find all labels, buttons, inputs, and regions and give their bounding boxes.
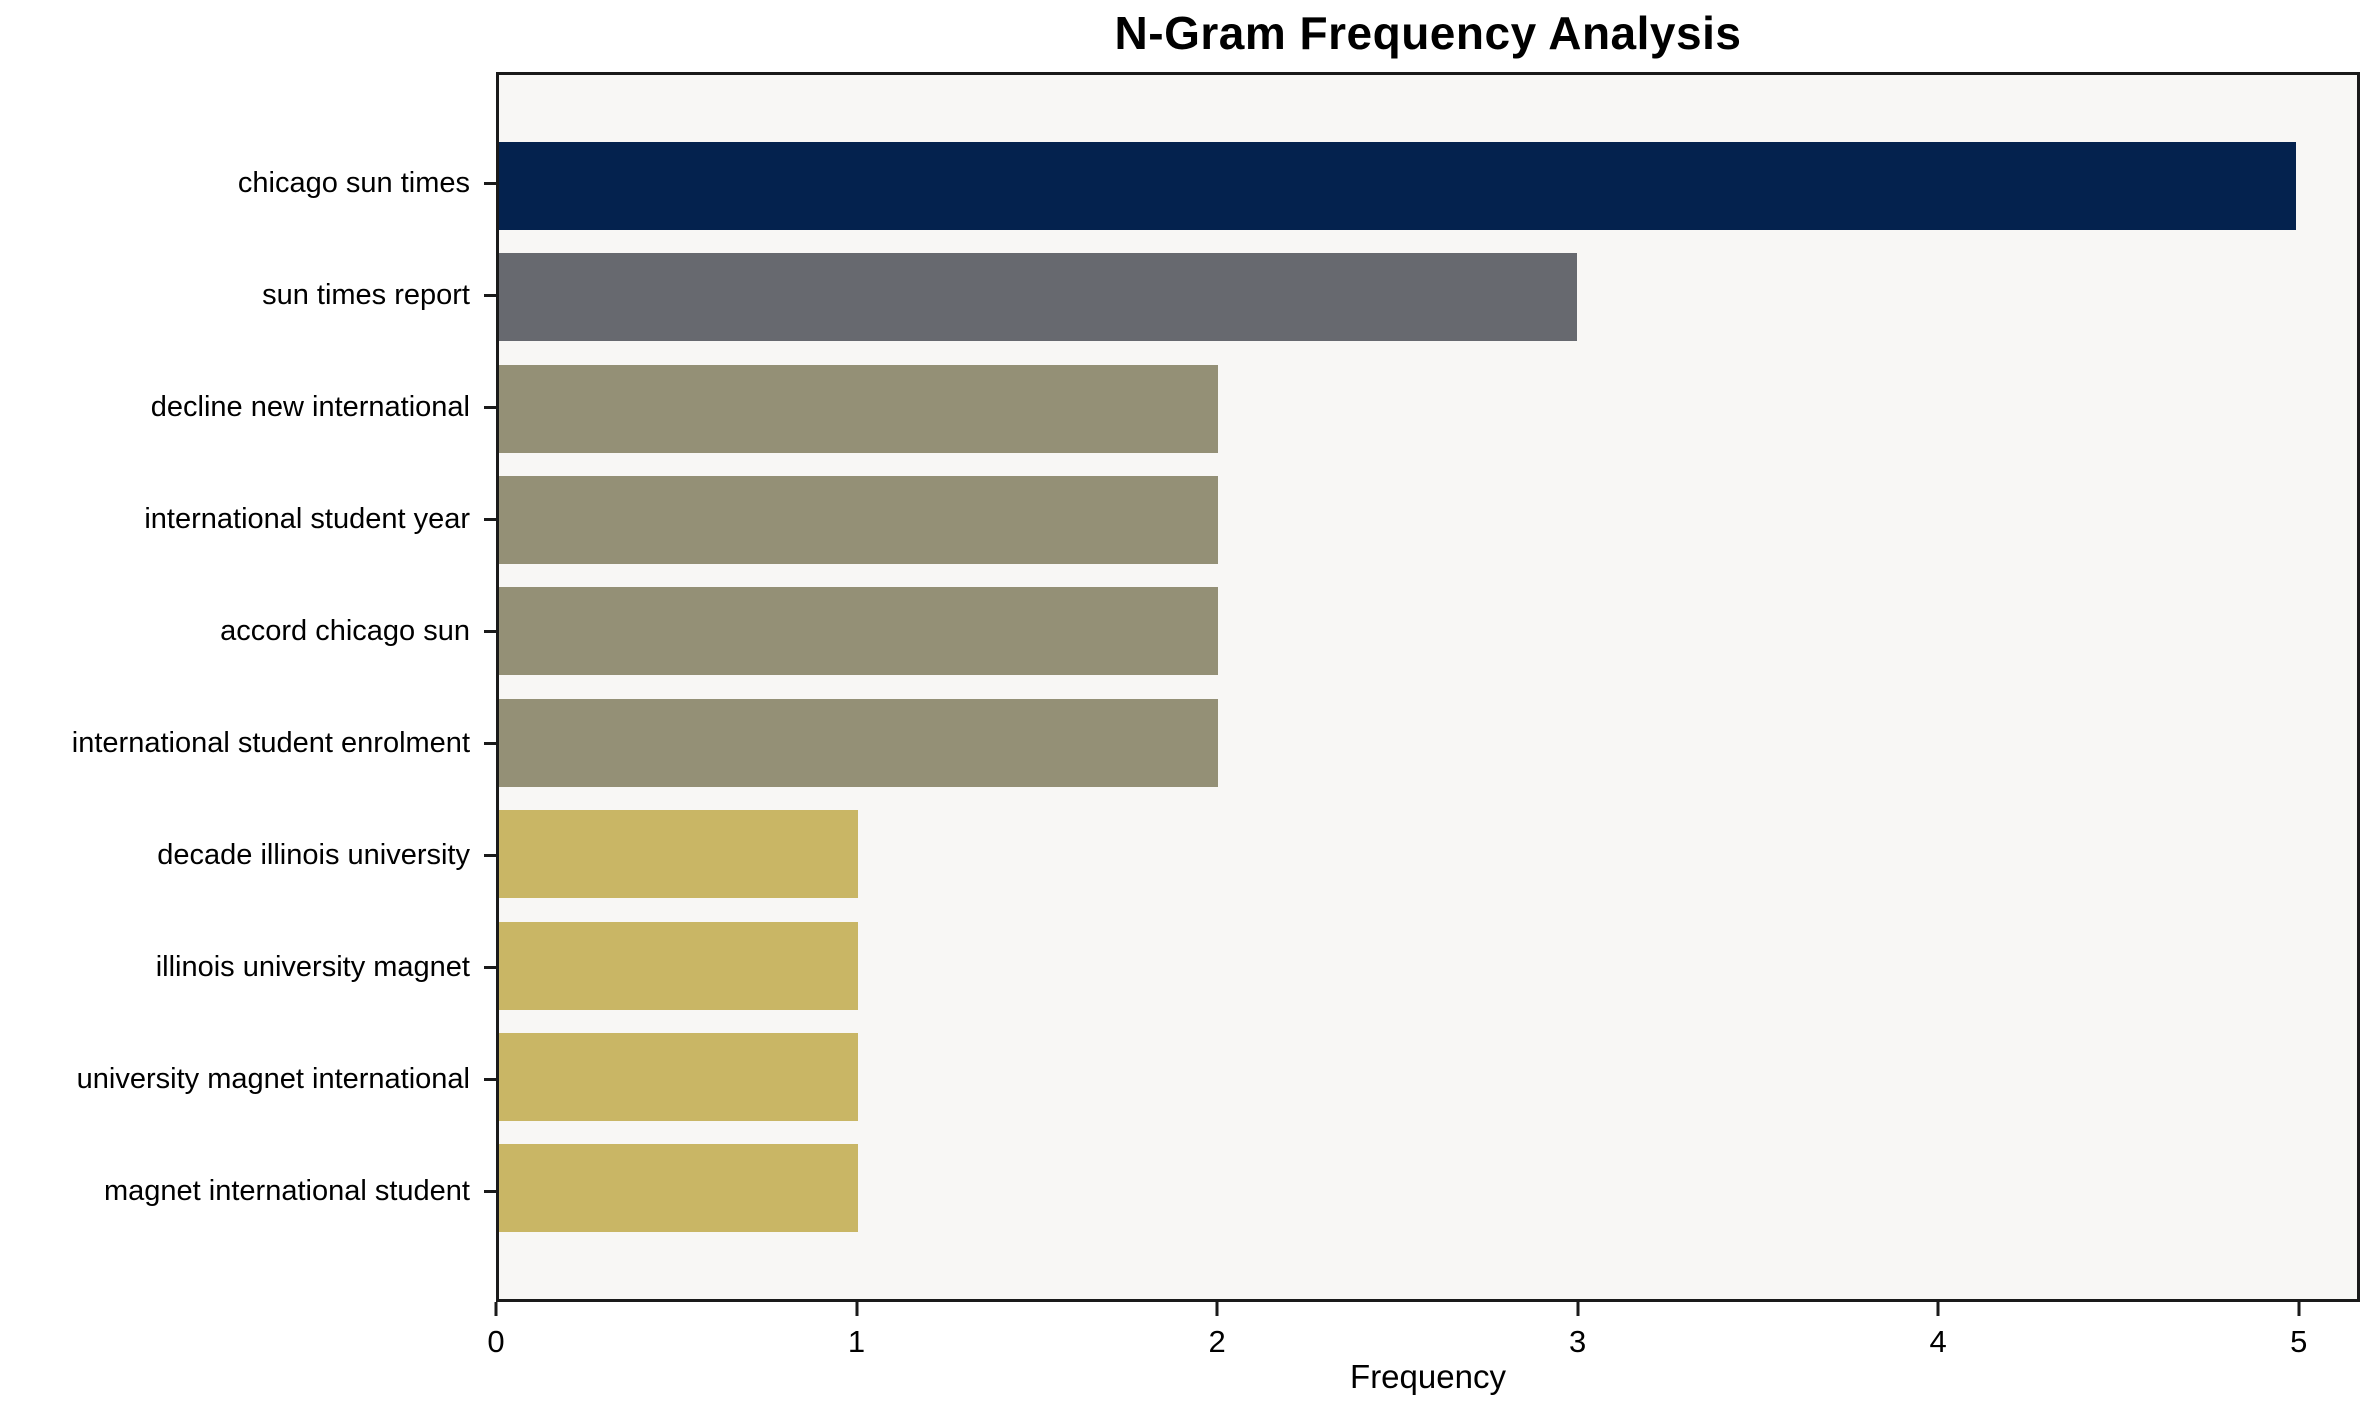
y-label-row: international student year: [0, 463, 496, 575]
y-label-row: sun times report: [0, 239, 496, 351]
x-tick-label: 0: [487, 1324, 505, 1359]
y-tick-mark: [484, 405, 496, 409]
x-tick-mark: [494, 1302, 498, 1316]
y-tick-mark: [484, 853, 496, 857]
y-tick-label: international student enrolment: [71, 726, 470, 759]
x-axis: 0 1 2 3 4 5: [487, 1302, 2360, 1372]
y-label-row: magnet international student: [0, 1135, 496, 1247]
bar-row: [499, 464, 2357, 575]
y-tick-label: illinois university magnet: [155, 950, 470, 983]
y-label-row: chicago sun times: [0, 127, 496, 239]
bar-6: [499, 698, 1218, 787]
plot-area: [496, 72, 2360, 1302]
y-label-row: illinois university magnet: [0, 911, 496, 1023]
bar-2: [499, 253, 1578, 342]
bar-row: [499, 1133, 2357, 1244]
bar-row: [499, 576, 2357, 687]
y-tick-label: chicago sun times: [237, 166, 470, 199]
x-tick-mark: [1215, 1302, 1219, 1316]
x-tick-label: 1: [847, 1324, 866, 1359]
y-tick-mark: [484, 293, 496, 297]
y-tick-label: international student year: [144, 502, 470, 535]
y-label-row: decade illinois university: [0, 799, 496, 911]
y-tick-label: accord chicago sun: [220, 614, 470, 647]
x-tick-label: 5: [2290, 1324, 2308, 1359]
y-tick-label: decline new international: [150, 390, 470, 423]
bar-10: [499, 1144, 859, 1233]
bar-row: [499, 353, 2357, 464]
y-tick-mark: [484, 965, 496, 969]
bar-row: [499, 798, 2357, 909]
y-tick-label: magnet international student: [104, 1174, 470, 1207]
x-tick-label: 3: [1568, 1324, 1587, 1359]
bar-7: [499, 810, 859, 899]
y-tick-mark: [484, 517, 496, 521]
x-tick-mark: [2297, 1302, 2301, 1316]
x-axis-title: Frequency: [1350, 1358, 1506, 1395]
bar-5: [499, 587, 1218, 676]
bar-row: [499, 1021, 2357, 1132]
bar-row: [499, 241, 2357, 352]
y-tick-mark: [484, 1189, 496, 1193]
y-label-row: university magnet international: [0, 1023, 496, 1135]
bar-3: [499, 364, 1218, 453]
bar-4: [499, 475, 1218, 564]
bar-1: [499, 141, 2296, 230]
bars-container: [499, 75, 2357, 1299]
y-axis-labels: chicago sun times sun times report decline…: [0, 72, 496, 1302]
bar-row: [499, 910, 2357, 1021]
bar-row: [499, 130, 2357, 241]
y-label-row: decline new international: [0, 351, 496, 463]
x-tick-label: 2: [1208, 1324, 1226, 1359]
y-tick-mark: [484, 629, 496, 633]
y-label-row: accord chicago sun: [0, 575, 496, 687]
bar-8: [499, 921, 859, 1010]
y-tick-mark: [484, 741, 496, 745]
bar-9: [499, 1032, 859, 1121]
y-tick-label: university magnet international: [76, 1062, 470, 1095]
bar-row: [499, 687, 2357, 798]
x-tick-mark: [1936, 1302, 1940, 1316]
x-tick-mark: [1576, 1302, 1580, 1316]
y-tick-label: decade illinois university: [157, 838, 470, 871]
chart-title: N-Gram Frequency Analysis: [1114, 7, 1742, 59]
x-tick-mark: [855, 1302, 859, 1316]
y-label-row: international student enrolment: [0, 687, 496, 799]
x-tick-label: 4: [1929, 1324, 1947, 1359]
y-tick-mark: [484, 181, 496, 185]
y-tick-label: sun times report: [262, 278, 470, 311]
y-tick-mark: [484, 1077, 496, 1081]
